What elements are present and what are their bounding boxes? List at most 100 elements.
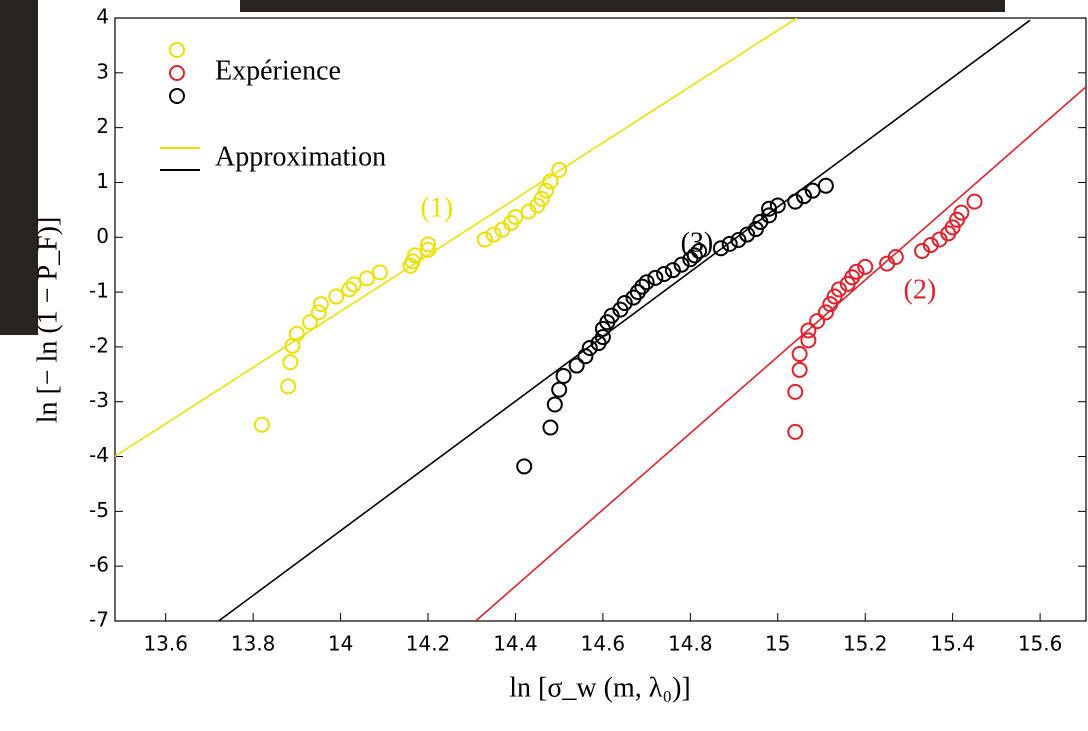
y-tick-label: 0 bbox=[96, 224, 109, 248]
data-point bbox=[406, 247, 423, 264]
x-tick-label: 13.8 bbox=[231, 632, 276, 656]
photo-strip bbox=[0, 0, 38, 335]
data-point bbox=[516, 458, 533, 475]
data-point bbox=[830, 281, 847, 298]
x-tick-label: 14.2 bbox=[406, 632, 451, 656]
legend-marker bbox=[169, 42, 185, 58]
data-point bbox=[358, 270, 375, 287]
data-point bbox=[721, 235, 738, 252]
fit-line bbox=[115, 18, 798, 458]
data-point bbox=[616, 295, 633, 312]
x-tick-label: 14.4 bbox=[493, 632, 538, 656]
plot-area bbox=[115, 18, 1086, 621]
data-point bbox=[800, 332, 817, 349]
data-point bbox=[581, 340, 598, 357]
data-point bbox=[546, 396, 563, 413]
data-point bbox=[280, 378, 297, 395]
x-tick-label: 13.6 bbox=[143, 632, 188, 656]
data-point bbox=[485, 226, 502, 243]
data-point bbox=[507, 208, 524, 225]
data-point bbox=[966, 193, 983, 210]
fit-line bbox=[218, 19, 1031, 621]
fit-line bbox=[475, 85, 1086, 621]
data-point bbox=[922, 236, 939, 253]
photo-strip bbox=[240, 0, 1005, 12]
data-point bbox=[345, 276, 362, 293]
y-tick-label: 4 bbox=[96, 5, 109, 29]
data-point bbox=[691, 242, 708, 259]
data-point bbox=[712, 240, 729, 257]
data-point bbox=[787, 383, 804, 400]
y-tick-label: -7 bbox=[89, 608, 109, 632]
data-point bbox=[551, 161, 568, 178]
y-tick-label: -4 bbox=[89, 443, 109, 467]
x-tick-label: 15.4 bbox=[930, 632, 975, 656]
annotation: (1) bbox=[420, 192, 453, 223]
legend-label: Expérience bbox=[215, 55, 341, 86]
y-tick-label: -1 bbox=[89, 279, 109, 303]
data-point bbox=[730, 232, 747, 249]
y-tick-label: -2 bbox=[89, 333, 109, 357]
data-point bbox=[817, 177, 834, 194]
data-point bbox=[817, 304, 834, 321]
x-tick-label: 15 bbox=[765, 632, 790, 656]
data-point bbox=[328, 288, 345, 305]
y-axis-label: ln [− ln (1 − P_F)] bbox=[32, 217, 63, 424]
data-point bbox=[791, 361, 808, 378]
plot-frame bbox=[114, 17, 1087, 622]
x-axis-label: ln [σ_w (m, λ₀)] bbox=[509, 672, 691, 703]
data-point bbox=[555, 367, 572, 384]
data-point bbox=[577, 348, 594, 365]
data-point bbox=[848, 263, 865, 280]
data-point bbox=[538, 182, 555, 199]
y-tick-label: -6 bbox=[89, 553, 109, 577]
data-point bbox=[533, 190, 550, 207]
data-point bbox=[288, 325, 305, 342]
data-point bbox=[253, 416, 270, 433]
data-point bbox=[769, 197, 786, 214]
data-point bbox=[312, 296, 329, 313]
data-point bbox=[542, 419, 559, 436]
data-point bbox=[568, 357, 585, 374]
data-point bbox=[791, 346, 808, 363]
data-point bbox=[638, 274, 655, 291]
data-point bbox=[476, 231, 493, 248]
data-point bbox=[656, 266, 673, 283]
y-tick-label: 2 bbox=[96, 114, 109, 138]
legend-label: Approximation bbox=[215, 141, 386, 172]
data-point bbox=[341, 281, 358, 298]
y-tick-label: 3 bbox=[96, 59, 109, 83]
data-point bbox=[310, 304, 327, 321]
y-tick-label: -3 bbox=[89, 388, 109, 412]
data-point bbox=[371, 264, 388, 281]
legend-marker bbox=[169, 88, 185, 104]
x-tick-label: 15.6 bbox=[1018, 632, 1063, 656]
x-tick-label: 14 bbox=[328, 632, 353, 656]
data-point bbox=[800, 322, 817, 339]
data-point bbox=[551, 381, 568, 398]
data-point bbox=[809, 313, 826, 330]
data-point bbox=[634, 278, 651, 295]
x-tick-label: 14.6 bbox=[581, 632, 626, 656]
data-point bbox=[673, 256, 690, 273]
y-tick-label: 1 bbox=[96, 169, 109, 193]
data-point bbox=[787, 423, 804, 440]
x-tick-label: 14.8 bbox=[668, 632, 713, 656]
data-point bbox=[682, 251, 699, 268]
data-point bbox=[420, 236, 437, 253]
data-point bbox=[944, 219, 961, 236]
data-point bbox=[686, 247, 703, 264]
data-point bbox=[594, 329, 611, 346]
legend-marker bbox=[169, 65, 185, 81]
data-point bbox=[953, 204, 970, 221]
data-point bbox=[282, 354, 299, 371]
data-point bbox=[887, 249, 904, 266]
data-point bbox=[664, 262, 681, 279]
y-tick-label: -5 bbox=[89, 498, 109, 522]
data-point bbox=[857, 258, 874, 275]
data-point bbox=[796, 188, 813, 205]
data-point bbox=[761, 207, 778, 224]
x-tick-label: 15.2 bbox=[843, 632, 888, 656]
